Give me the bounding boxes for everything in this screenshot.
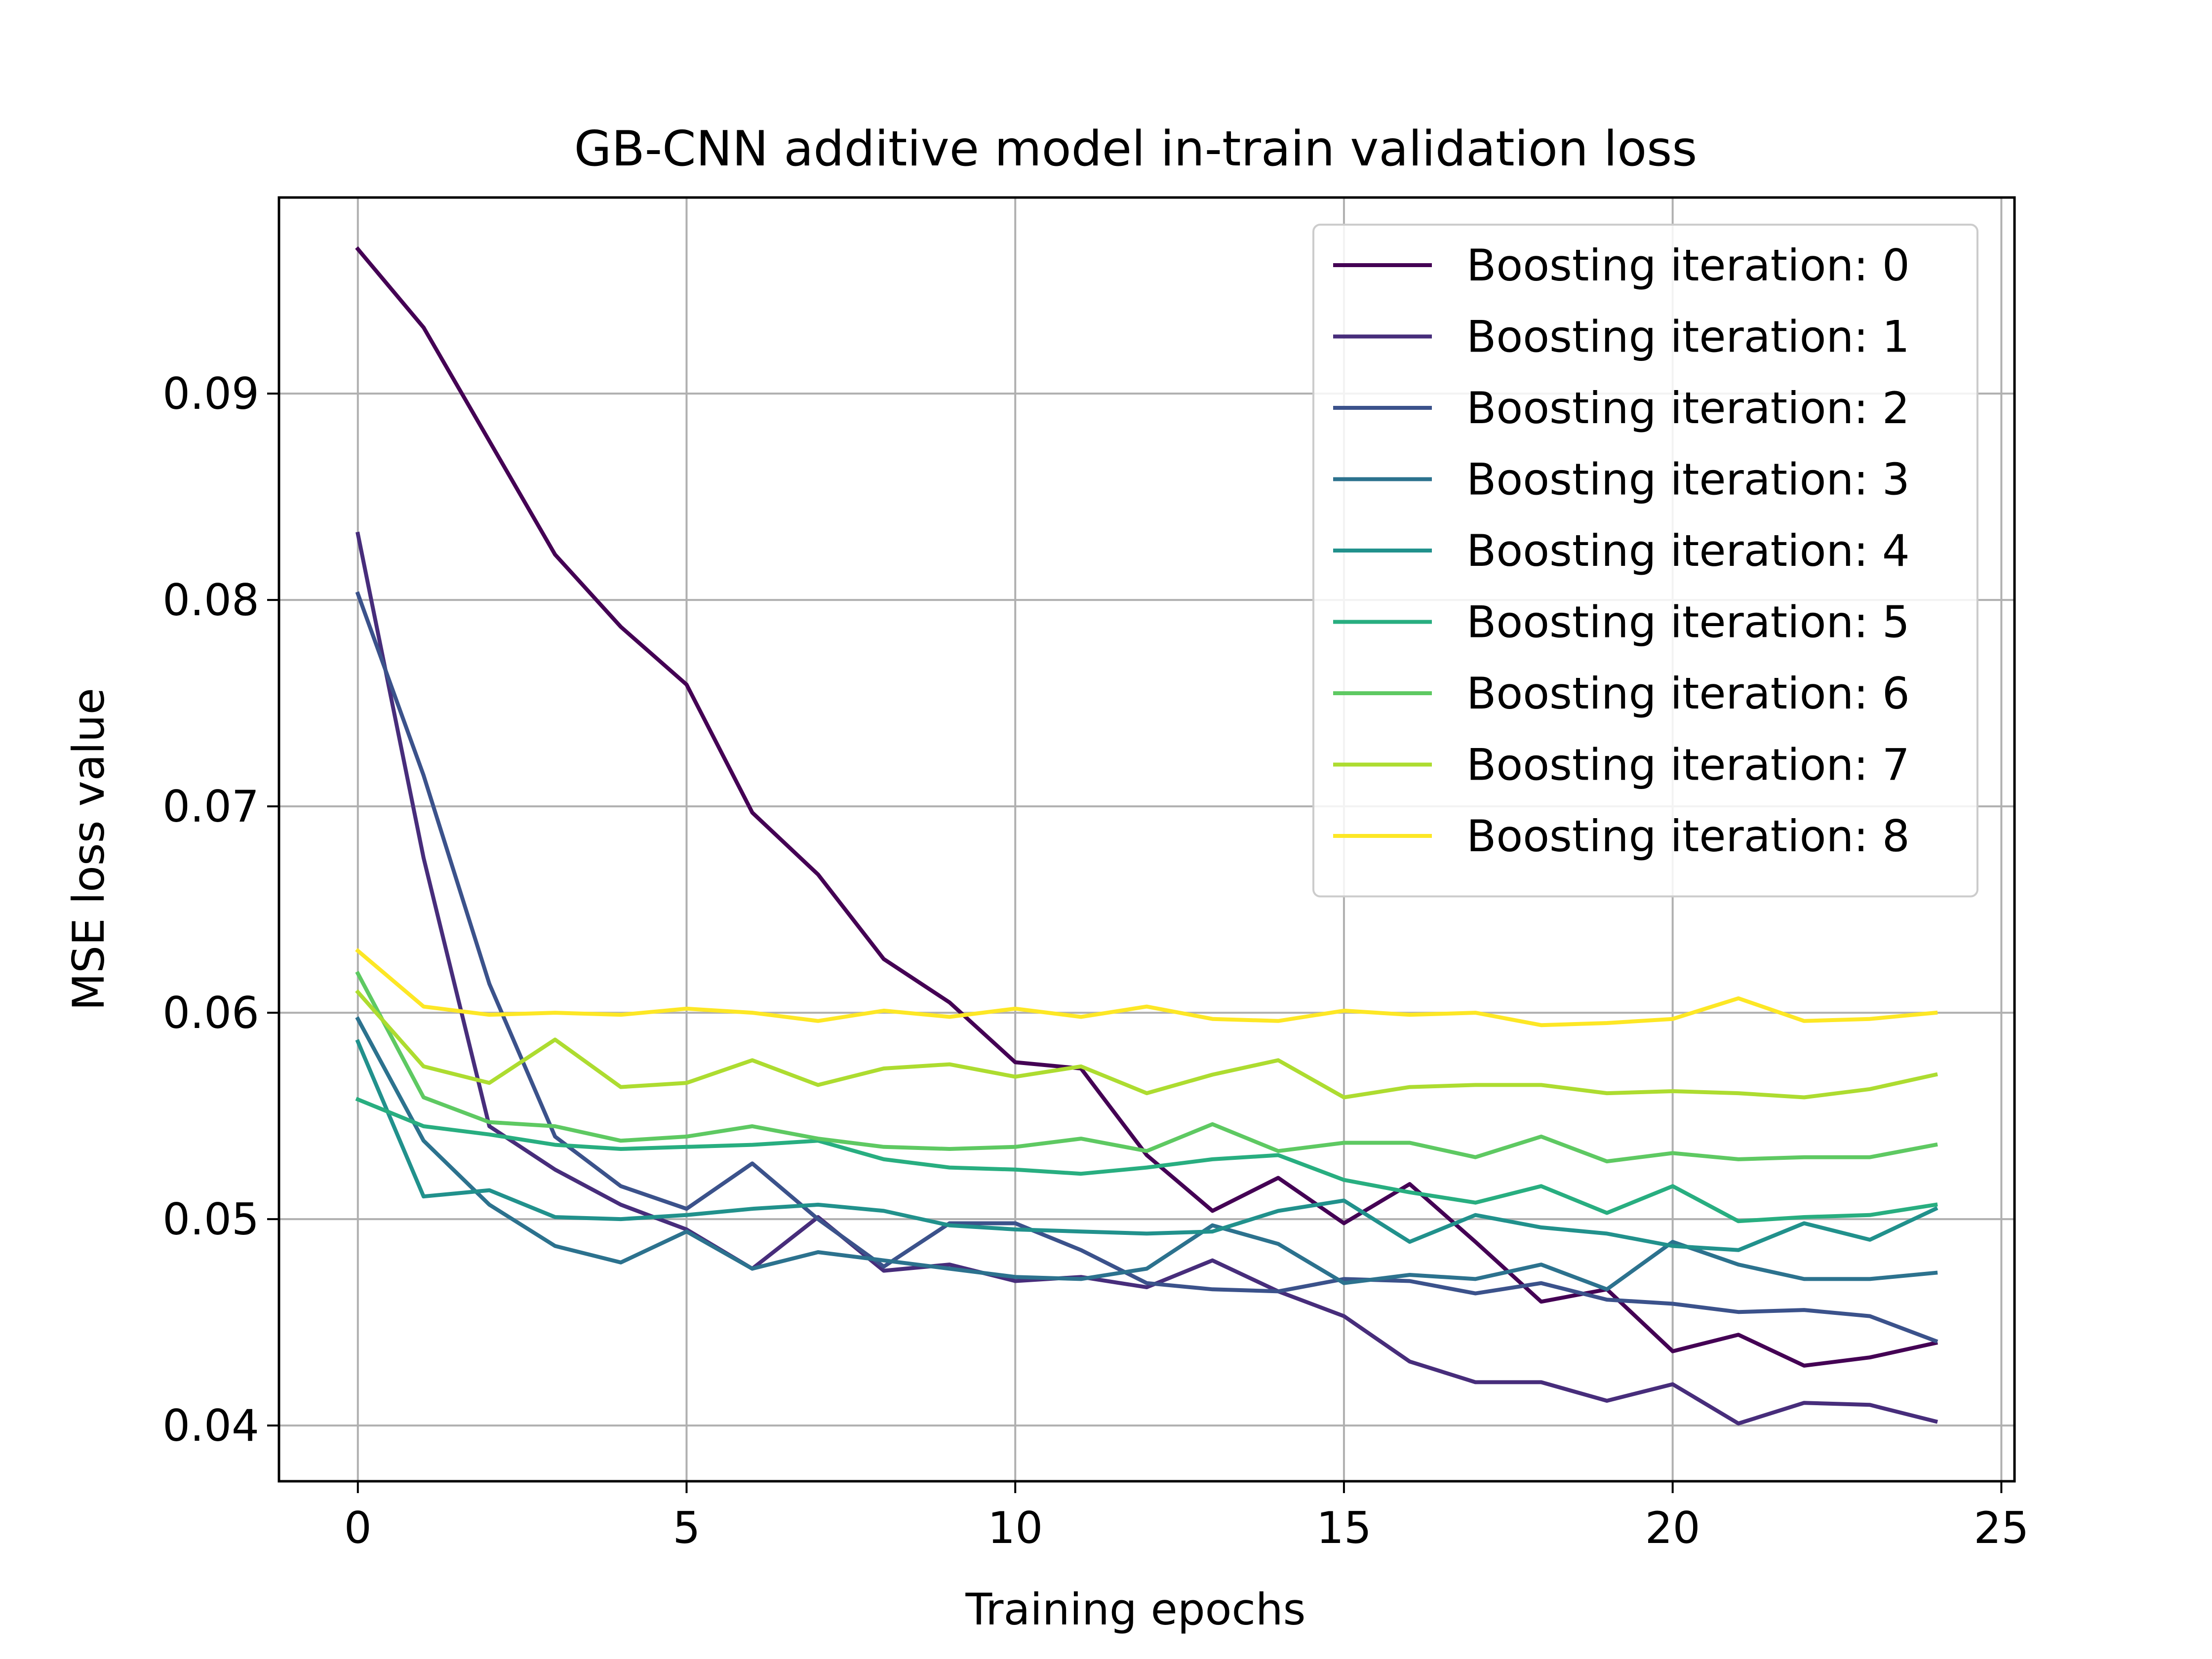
series-line-7 bbox=[355, 989, 1938, 1100]
axis-ticks: 0 5 10 15 20 25 0.04 0.05 0.06 0.07 0.08 0.09 bbox=[162, 368, 2029, 1553]
x-tick-label: 15 bbox=[1316, 1502, 1372, 1553]
legend-label-0: Boosting iteration: 0 bbox=[1466, 240, 1910, 291]
y-tick-label: 0.05 bbox=[162, 1194, 259, 1245]
legend-label-1: Boosting iteration: 1 bbox=[1466, 312, 1910, 362]
legend-label-4: Boosting iteration: 4 bbox=[1466, 525, 1910, 576]
series-line-5 bbox=[355, 1097, 1938, 1224]
plot-frame bbox=[277, 196, 2016, 1483]
legend-label-6: Boosting iteration: 6 bbox=[1466, 668, 1910, 719]
legend-label-5: Boosting iteration: 5 bbox=[1466, 597, 1910, 648]
legend-label-2: Boosting iteration: 2 bbox=[1466, 383, 1910, 434]
y-tick-label: 0.09 bbox=[162, 368, 259, 419]
x-axis-label: Training epochs bbox=[965, 1584, 1305, 1635]
x-tick-label: 20 bbox=[1645, 1502, 1700, 1553]
series-line-3 bbox=[355, 1016, 1938, 1292]
x-tick-label: 0 bbox=[344, 1502, 372, 1553]
legend-label-3: Boosting iteration: 3 bbox=[1466, 454, 1910, 505]
series-line-6 bbox=[355, 971, 1938, 1164]
legend-label-8: Boosting iteration: 8 bbox=[1466, 811, 1910, 862]
legend-label-7: Boosting iteration: 7 bbox=[1466, 740, 1910, 790]
chart-title: GB-CNN additive model in-train validatio… bbox=[574, 121, 1698, 177]
series-line-8 bbox=[355, 948, 1938, 1027]
x-tick-label: 25 bbox=[1974, 1502, 2029, 1553]
series-line-2 bbox=[355, 591, 1938, 1343]
x-tick-label: 10 bbox=[988, 1502, 1043, 1553]
y-tick-label: 0.08 bbox=[162, 575, 259, 626]
y-tick-label: 0.04 bbox=[162, 1400, 259, 1451]
legend-box bbox=[1312, 224, 1978, 898]
y-axis-label: MSE loss value bbox=[63, 688, 114, 1011]
series-lines bbox=[355, 246, 1938, 1425]
legend: Boosting iteration: 0 Boosting iteration:… bbox=[1312, 224, 1978, 898]
series-line-4 bbox=[355, 1039, 1938, 1252]
y-tick-label: 0.07 bbox=[162, 781, 259, 832]
series-line-1 bbox=[356, 531, 1938, 1425]
series-line-0 bbox=[355, 246, 1938, 1368]
y-tick-label: 0.06 bbox=[162, 988, 259, 1038]
x-tick-label: 5 bbox=[672, 1502, 700, 1553]
